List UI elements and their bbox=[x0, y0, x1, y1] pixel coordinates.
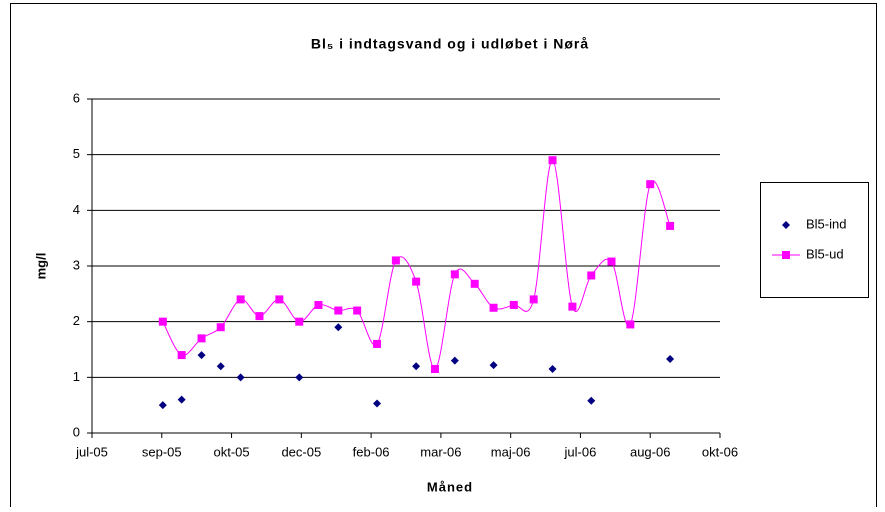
marker bbox=[587, 396, 596, 405]
marker bbox=[646, 180, 655, 189]
marker bbox=[626, 320, 635, 329]
chart-title: Bl₅ i indtagsvand og i udløbet i Nørå bbox=[311, 36, 589, 52]
x-tick-label: okt-06 bbox=[702, 444, 738, 459]
marker bbox=[412, 277, 421, 286]
y-tick-label: 3 bbox=[73, 257, 80, 272]
marker bbox=[158, 317, 167, 326]
marker bbox=[412, 362, 421, 371]
marker bbox=[177, 395, 186, 404]
y-tick-label: 5 bbox=[73, 146, 80, 161]
marker bbox=[529, 295, 538, 304]
x-tick-label: sep-05 bbox=[142, 444, 182, 459]
legend-label: Bl5-ind bbox=[806, 216, 846, 231]
legend-label: Bl5-ud bbox=[806, 246, 844, 261]
x-tick-label: okt-05 bbox=[213, 444, 249, 459]
marker bbox=[509, 300, 518, 309]
marker bbox=[314, 300, 323, 309]
marker bbox=[568, 302, 577, 311]
marker bbox=[177, 351, 186, 360]
marker bbox=[450, 356, 459, 365]
marker bbox=[548, 364, 557, 373]
x-tick-label: dec-05 bbox=[281, 444, 321, 459]
marker bbox=[295, 317, 304, 326]
marker bbox=[334, 323, 343, 332]
marker bbox=[236, 373, 245, 382]
marker bbox=[782, 221, 790, 229]
y-tick-label: 1 bbox=[73, 369, 80, 384]
y-tick-label: 4 bbox=[73, 202, 80, 217]
marker bbox=[607, 257, 616, 266]
x-tick-label: maj-06 bbox=[491, 444, 531, 459]
x-tick-label: jul-05 bbox=[75, 444, 108, 459]
marker bbox=[373, 339, 382, 348]
marker bbox=[197, 351, 206, 360]
y-axis-label: mg/l bbox=[33, 253, 48, 280]
marker bbox=[334, 306, 343, 315]
y-tick-label: 6 bbox=[73, 90, 80, 105]
marker bbox=[450, 270, 459, 279]
x-axis-label: Måned bbox=[427, 479, 473, 494]
marker bbox=[158, 401, 167, 410]
chart-frame bbox=[10, 3, 877, 512]
y-tick-label: 0 bbox=[73, 424, 80, 439]
marker bbox=[275, 295, 284, 304]
legend-box bbox=[760, 182, 869, 298]
marker bbox=[295, 373, 304, 382]
marker bbox=[255, 312, 264, 321]
marker bbox=[666, 221, 675, 230]
marker bbox=[489, 303, 498, 312]
marker bbox=[236, 295, 245, 304]
x-tick-label: mar-06 bbox=[420, 444, 461, 459]
marker bbox=[216, 323, 225, 332]
marker bbox=[489, 361, 498, 370]
marker bbox=[430, 364, 439, 373]
x-tick-label: feb-06 bbox=[353, 444, 390, 459]
marker bbox=[353, 306, 362, 315]
marker bbox=[782, 251, 790, 259]
marker bbox=[470, 279, 479, 288]
marker bbox=[216, 362, 225, 371]
marker bbox=[197, 334, 206, 343]
x-tick-label: aug-06 bbox=[630, 444, 670, 459]
x-tick-label: jul-06 bbox=[564, 444, 597, 459]
marker bbox=[666, 354, 675, 363]
marker bbox=[548, 156, 557, 165]
marker bbox=[391, 256, 400, 265]
marker bbox=[373, 399, 382, 408]
marker bbox=[587, 271, 596, 280]
y-tick-label: 2 bbox=[73, 313, 80, 328]
